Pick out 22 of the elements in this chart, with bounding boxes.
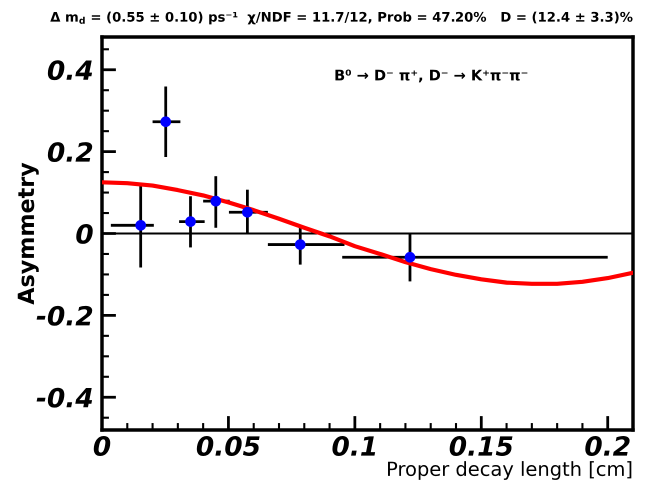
y-tick-label: 0.2 (48, 142, 92, 162)
x-tick-label: 0.15 (450, 436, 512, 456)
x-tick-label: 0.2 (585, 436, 630, 456)
point (185, 216, 196, 227)
y-tick-label: 0.4 (48, 60, 92, 80)
point (404, 252, 416, 263)
y-axis-title: Asymmetry (18, 162, 39, 305)
point (242, 206, 253, 218)
annotation: B⁰ → D⁻ π⁺, D⁻ → K⁺π⁻π⁻ (335, 70, 528, 82)
y-tick-label: 0 (76, 224, 93, 244)
chart-title: Δ m$_{d}$ = (0.55 ± 0.10) ps⁻¹ χ/NDF = 11.7/12, Prob = 47.20% D = (12.4 ± 3.3)% (50, 12, 633, 24)
point (294, 239, 306, 250)
x-tick-label: 0 (94, 436, 110, 456)
x-tick-label: 0.1 (332, 436, 376, 456)
y-tick-label: -0.4 (36, 388, 92, 408)
point (135, 220, 146, 231)
x-axis-title: Proper decay length [cm] (388, 461, 632, 480)
x-tick-label: 0.05 (196, 436, 260, 456)
point (160, 116, 172, 128)
y-tick-label: -0.2 (36, 306, 92, 326)
line-series (102, 180, 633, 286)
point (210, 196, 222, 207)
